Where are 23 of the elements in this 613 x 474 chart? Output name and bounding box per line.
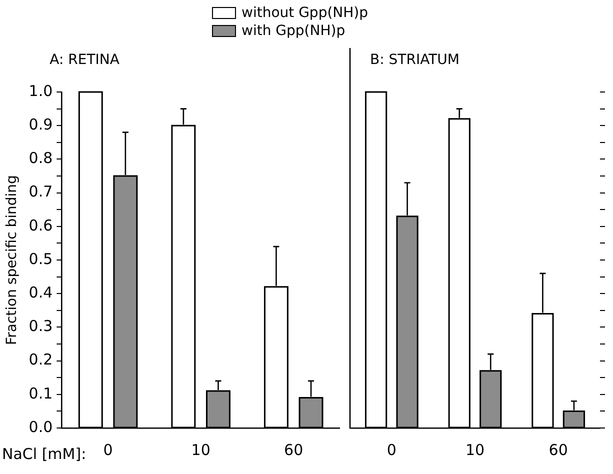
y-tick-label: 0.3 [28, 317, 53, 336]
legend-label: without Gpp(NH)p [242, 4, 368, 22]
y-tick-label: 0.9 [28, 115, 53, 134]
y-tick-label: 0.6 [28, 216, 53, 234]
y-tick-label: 0.5 [28, 250, 53, 268]
y-tick-label: 0.1 [28, 384, 53, 402]
chart-title: A: RETINA [50, 52, 120, 68]
y-axis-title: Fraction specific binding [4, 175, 20, 345]
y-tick-label: 0.8 [28, 149, 53, 168]
y-tick-label: 0.7 [28, 182, 53, 201]
x-axis-title: NaCl [mM]: [2, 445, 86, 463]
chart-title: B: STRIATUM [370, 52, 460, 68]
y-tick-label: 1.0 [28, 82, 53, 100]
y-tick-label: 0.4 [28, 283, 53, 302]
y-tick-label: 0.2 [28, 350, 53, 369]
x-tick-label: 0 [386, 440, 396, 459]
legend-label: with Gpp(NH)p [242, 22, 346, 40]
x-tick-label: 60 [548, 440, 568, 459]
x-tick-label: 0 [103, 440, 113, 459]
x-tick-label: 60 [284, 440, 304, 459]
x-tick-label: 10 [191, 440, 210, 459]
x-tick-label: 10 [465, 440, 485, 459]
y-tick-label: 0.0 [28, 418, 53, 436]
